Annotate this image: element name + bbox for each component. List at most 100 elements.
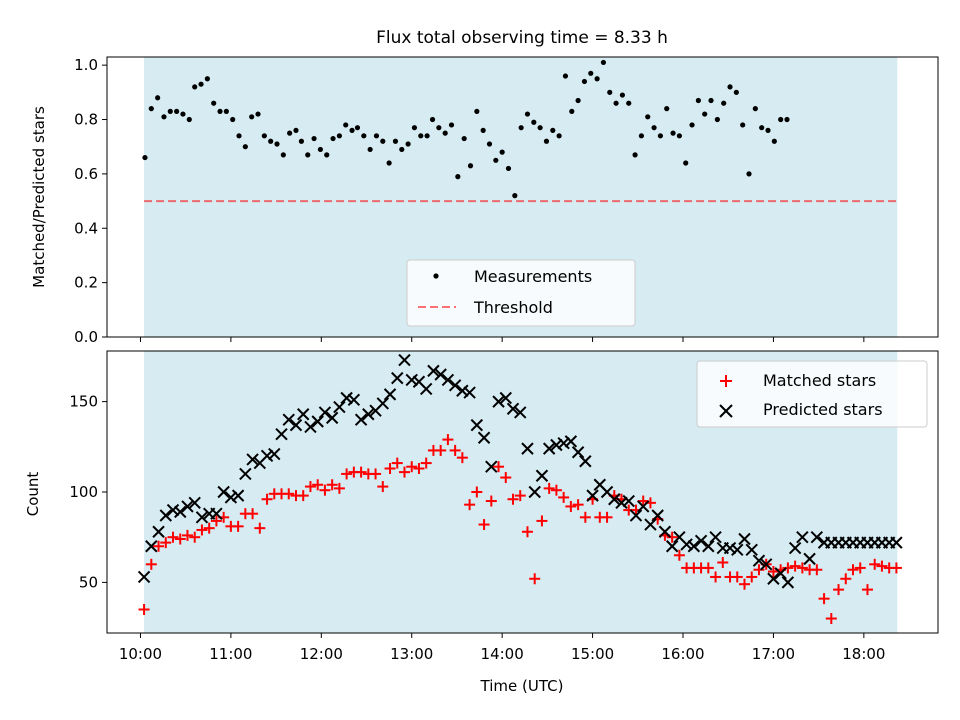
predicted-star-point bbox=[419, 382, 433, 396]
predicted-star-point bbox=[217, 485, 230, 499]
predicted-star-point bbox=[528, 485, 541, 499]
predicted-star-point bbox=[644, 518, 657, 531]
bottom-x-tick-label: 15:00 bbox=[571, 645, 614, 663]
predicted-star-point bbox=[485, 460, 498, 473]
predicted-star-point bbox=[752, 554, 766, 567]
predicted-star-point bbox=[622, 494, 635, 508]
predicted-star-point bbox=[231, 489, 245, 502]
measurement-point bbox=[405, 141, 411, 147]
predicted-star-point bbox=[304, 420, 317, 434]
predicted-star-point bbox=[318, 406, 332, 419]
measurement-point bbox=[343, 122, 349, 128]
bottom-x-axis-label: Time (UTC) bbox=[480, 677, 564, 695]
measurement-point bbox=[380, 138, 386, 144]
matched-star-point bbox=[464, 499, 476, 511]
matched-star-point bbox=[478, 519, 490, 531]
measurement-point bbox=[429, 116, 436, 123]
matched-star-point bbox=[710, 571, 722, 583]
bottom-x-axis: 10:00 11:00 12:00 13:00 14:00 15:00 16:00 17:00… bbox=[119, 633, 885, 663]
predicted-star-point bbox=[564, 435, 578, 448]
predicted-star-point bbox=[333, 400, 346, 414]
matched-star-point bbox=[811, 564, 823, 576]
measurement-point bbox=[230, 116, 236, 123]
matched-star-point bbox=[500, 472, 512, 484]
predicted-star-point bbox=[615, 496, 628, 510]
measurement-point bbox=[771, 138, 777, 144]
measurement-point bbox=[280, 152, 286, 158]
matched-star-point bbox=[717, 557, 729, 568]
matched-star-point bbox=[333, 482, 345, 494]
predicted-star-point bbox=[260, 449, 274, 463]
measurement-point bbox=[386, 160, 392, 166]
matched-star-point bbox=[145, 558, 157, 570]
predicted-star-point bbox=[702, 540, 715, 553]
measurement-point bbox=[499, 149, 505, 155]
predicted-star-point bbox=[137, 570, 151, 584]
predicted-star-point bbox=[550, 438, 563, 452]
measurement-point bbox=[594, 76, 600, 82]
matched-star-point bbox=[601, 511, 613, 523]
matched-stars-series bbox=[138, 434, 902, 625]
predicted-star-point bbox=[166, 503, 180, 517]
top-y-axis-label: Matched/Predicted stars bbox=[30, 106, 48, 288]
matched-star-point bbox=[413, 463, 425, 474]
predicted-star-point bbox=[477, 431, 491, 444]
legend-predicted-label: Predicted stars bbox=[763, 400, 883, 419]
matched-star-point bbox=[196, 524, 208, 536]
predicted-star-point bbox=[514, 406, 527, 419]
predicted-star-point bbox=[810, 530, 824, 544]
matched-star-point bbox=[493, 461, 505, 473]
bottom-x-tick-label: 17:00 bbox=[752, 645, 795, 663]
measurement-point bbox=[186, 116, 192, 123]
matched-star-point bbox=[449, 444, 461, 456]
matched-star-point bbox=[442, 434, 454, 446]
predicted-star-point bbox=[586, 489, 599, 502]
bottom-legend-box bbox=[696, 360, 928, 428]
measurement-point bbox=[399, 146, 405, 153]
legend-measurements-label: Measurements bbox=[474, 267, 592, 286]
matched-star-point bbox=[160, 537, 172, 549]
measurement-point bbox=[727, 84, 733, 90]
predicted-star-point bbox=[145, 540, 158, 553]
predicted-star-point bbox=[759, 558, 773, 571]
predicted-star-point bbox=[608, 493, 621, 506]
measurement-point bbox=[155, 95, 161, 101]
matched-star-point bbox=[456, 452, 468, 464]
bottom-y-axis: 50 100 150 bbox=[69, 393, 107, 591]
measurement-point bbox=[759, 125, 765, 131]
measurement-point bbox=[746, 171, 752, 177]
legend-threshold-label: Threshold bbox=[473, 298, 553, 317]
matched-star-point bbox=[796, 562, 808, 574]
measurement-point bbox=[543, 138, 550, 144]
measurement-point bbox=[424, 133, 430, 139]
top-y-tick-label: 0.0 bbox=[74, 328, 98, 346]
bottom-legend: Matched stars Predicted stars bbox=[696, 360, 928, 428]
measurement-point bbox=[683, 160, 689, 166]
measurement-point bbox=[217, 108, 223, 114]
matched-star-point bbox=[319, 484, 331, 496]
measurement-point bbox=[361, 133, 367, 139]
measurement-point bbox=[204, 76, 210, 82]
measurement-point bbox=[562, 73, 569, 79]
matched-star-point bbox=[377, 481, 389, 493]
measurement-point bbox=[261, 133, 267, 139]
predicted-star-point bbox=[571, 446, 585, 459]
predicted-star-point bbox=[694, 534, 708, 548]
measurement-point bbox=[142, 154, 148, 161]
matched-star-point bbox=[370, 468, 382, 480]
predicted-star-point bbox=[658, 525, 672, 538]
measurement-point bbox=[274, 141, 280, 147]
matched-star-point bbox=[637, 495, 649, 507]
predicted-star-point bbox=[723, 541, 737, 555]
measurement-point bbox=[411, 125, 418, 131]
matched-star-point bbox=[521, 526, 533, 538]
measurement-point bbox=[223, 108, 229, 114]
predicted-star-point bbox=[767, 572, 780, 585]
measurement-point bbox=[298, 138, 305, 144]
matched-star-point bbox=[854, 562, 866, 574]
matched-star-point bbox=[261, 493, 273, 505]
measurement-point bbox=[752, 106, 758, 112]
chart-title: Flux total observing time = 8.33 h bbox=[376, 28, 668, 48]
matched-star-point bbox=[840, 573, 852, 585]
legend-matched-label: Matched stars bbox=[763, 371, 876, 390]
